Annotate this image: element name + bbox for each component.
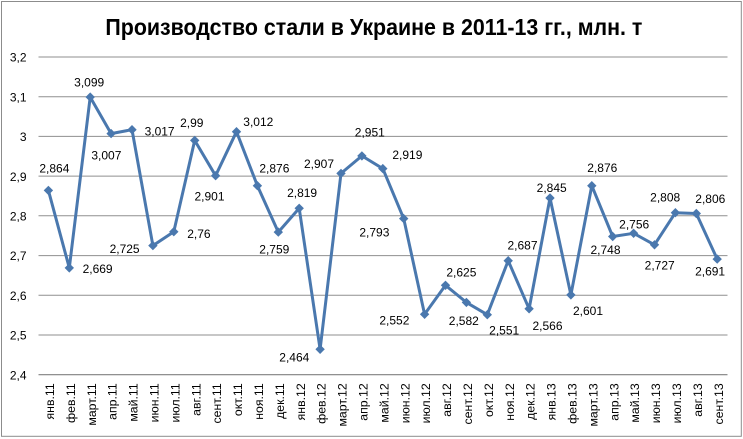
svg-text:2,845: 2,845 [537,181,567,195]
svg-text:март.12: март.12 [336,383,350,426]
svg-text:3,017: 3,017 [145,125,175,139]
svg-text:2,601: 2,601 [573,304,603,318]
svg-text:2,552: 2,552 [379,314,409,328]
svg-text:фев.12: фев.12 [315,383,329,424]
svg-text:Производство стали в Украине в: Производство стали в Украине в 2011-13 г… [105,14,642,40]
svg-text:дек.12: дек.12 [524,383,538,420]
svg-text:2,901: 2,901 [194,190,224,204]
svg-text:фев.13: фев.13 [566,383,580,424]
svg-text:июл.13: июл.13 [670,383,684,423]
svg-text:июн.13: июн.13 [649,383,663,423]
svg-text:март.13: март.13 [586,383,600,426]
svg-text:2,76: 2,76 [187,227,211,241]
svg-text:фев.11: фев.11 [64,383,78,423]
svg-text:2,625: 2,625 [446,266,476,280]
svg-text:2,793: 2,793 [359,226,389,240]
svg-text:3,012: 3,012 [243,115,273,129]
svg-text:2,876: 2,876 [587,161,617,175]
svg-text:2,725: 2,725 [110,242,140,256]
svg-text:2,4: 2,4 [10,368,27,382]
svg-text:сент.12: сент.12 [461,383,475,424]
svg-text:2,748: 2,748 [590,243,620,257]
svg-text:авг.13: авг.13 [691,383,705,417]
svg-text:авг.11: авг.11 [189,383,203,416]
svg-text:окт.12: окт.12 [482,383,496,417]
svg-text:2,759: 2,759 [259,243,289,257]
svg-text:2,919: 2,919 [392,148,422,162]
svg-text:апр.11: апр.11 [106,383,120,420]
svg-text:2,669: 2,669 [83,262,113,276]
svg-text:апр.13: апр.13 [607,383,621,421]
svg-text:2,808: 2,808 [650,191,680,205]
svg-text:ноя.12: ноя.12 [503,383,517,421]
svg-text:май.12: май.12 [377,383,391,422]
svg-text:2,819: 2,819 [287,186,317,200]
svg-text:июл.11: июл.11 [168,383,182,422]
svg-text:3,1: 3,1 [10,90,27,104]
svg-text:2,806: 2,806 [695,192,725,206]
svg-text:2,99: 2,99 [180,116,204,130]
svg-text:янв.11: янв.11 [43,383,57,419]
svg-text:2,6: 2,6 [10,289,27,303]
svg-text:сент.11: сент.11 [210,383,224,423]
svg-text:2,727: 2,727 [645,259,675,273]
svg-text:июн.11: июн.11 [148,383,162,422]
svg-text:сент.13: сент.13 [712,383,726,424]
svg-text:2,756: 2,756 [619,218,649,232]
svg-text:дек.11: дек.11 [273,383,287,419]
svg-text:2,8: 2,8 [10,210,27,224]
svg-text:окт.11: окт.11 [231,383,245,416]
svg-text:авг.12: авг.12 [440,383,454,417]
svg-text:2,864: 2,864 [39,161,69,175]
svg-text:2,876: 2,876 [259,162,289,176]
svg-text:3: 3 [20,130,27,144]
svg-text:май.13: май.13 [628,383,642,422]
svg-text:2,907: 2,907 [304,157,334,171]
svg-text:2,687: 2,687 [507,239,537,253]
svg-text:2,551: 2,551 [489,324,519,338]
svg-text:июн.12: июн.12 [398,383,412,423]
svg-text:3,007: 3,007 [91,149,121,163]
svg-text:3,099: 3,099 [74,76,104,90]
svg-text:2,464: 2,464 [279,350,309,364]
svg-text:2,951: 2,951 [355,126,385,140]
svg-text:апр.12: апр.12 [357,383,371,421]
svg-text:2,582: 2,582 [449,314,479,328]
svg-text:3,2: 3,2 [10,51,27,65]
svg-text:2,566: 2,566 [532,319,562,333]
svg-text:2,691: 2,691 [695,264,725,278]
svg-text:май.11: май.11 [127,383,141,422]
svg-text:2,7: 2,7 [10,249,27,263]
svg-text:янв.13: янв.13 [545,383,559,420]
svg-text:янв.12: янв.12 [294,383,308,420]
svg-text:ноя.11: ноя.11 [252,383,266,420]
svg-text:март.11: март.11 [85,383,99,425]
svg-text:2,9: 2,9 [10,170,27,184]
svg-text:июл.12: июл.12 [419,383,433,423]
svg-text:2,5: 2,5 [10,329,27,343]
